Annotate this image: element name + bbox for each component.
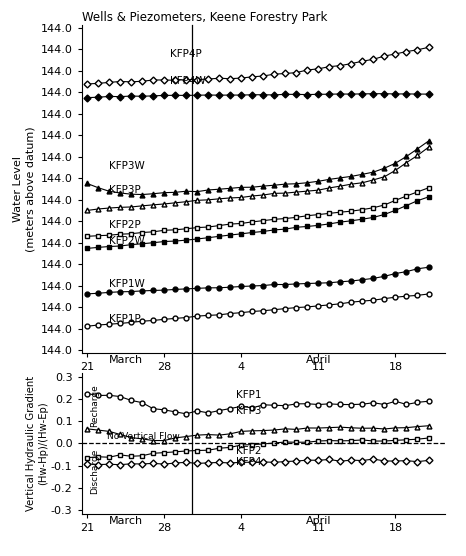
- Text: KFP4: KFP4: [236, 457, 261, 467]
- Text: Wells & Piezometers, Keene Forestry Park: Wells & Piezometers, Keene Forestry Park: [82, 11, 327, 24]
- Text: March: March: [109, 516, 143, 526]
- Text: KFP3: KFP3: [236, 405, 261, 415]
- Text: KFP1W: KFP1W: [109, 279, 145, 289]
- Text: KFP4W: KFP4W: [170, 76, 206, 86]
- Text: Recharge: Recharge: [90, 385, 99, 428]
- Text: KFP2W: KFP2W: [109, 236, 145, 246]
- Text: March: March: [109, 355, 143, 365]
- Y-axis label: Vertical Hydraulic Gradient
(Hw-Hp)/(Hw-Ep): Vertical Hydraulic Gradient (Hw-Hp)/(Hw-…: [27, 376, 48, 511]
- Y-axis label: Water Level
(meters above datum): Water Level (meters above datum): [14, 126, 35, 252]
- Text: KFP1: KFP1: [236, 390, 261, 400]
- Text: KFP1P: KFP1P: [109, 314, 141, 324]
- Text: April: April: [306, 355, 331, 365]
- Text: April: April: [306, 516, 331, 526]
- Text: KFP3P: KFP3P: [109, 185, 141, 195]
- Text: No Vertical Flow: No Vertical Flow: [107, 433, 179, 441]
- Text: Discharge: Discharge: [90, 449, 99, 494]
- Text: KFP2P: KFP2P: [109, 220, 141, 230]
- Text: KFP2: KFP2: [236, 446, 261, 456]
- Text: KFP3W: KFP3W: [109, 161, 145, 171]
- Text: KFP4P: KFP4P: [170, 49, 201, 59]
